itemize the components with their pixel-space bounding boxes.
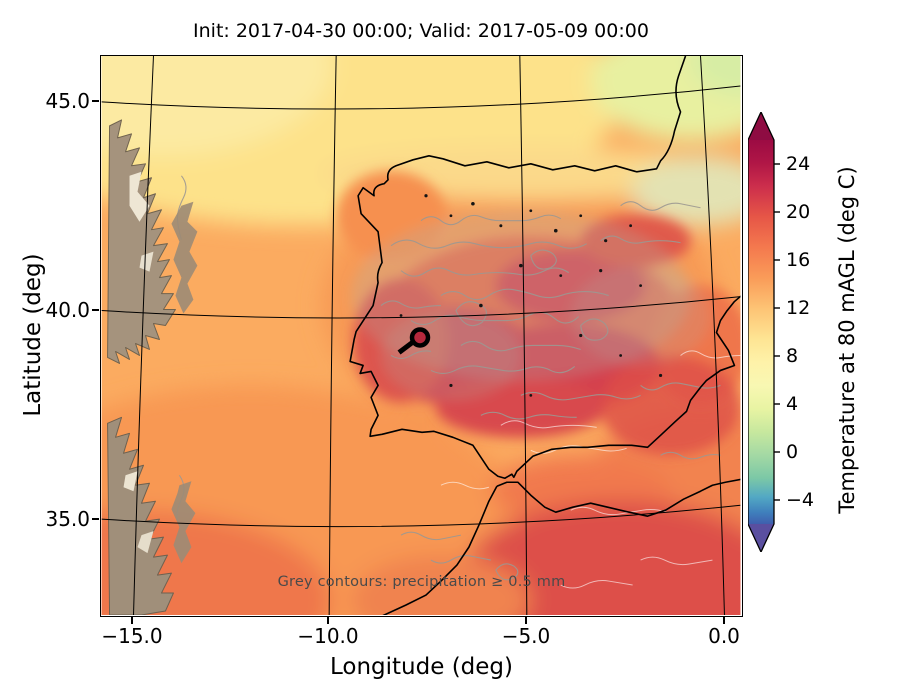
y-tick-label: 45.0 — [45, 89, 90, 113]
coastline — [349, 56, 741, 615]
colorbar-tick-label: 0 — [786, 441, 799, 463]
colorbar-under-arrow — [748, 524, 774, 552]
colorbar-axis-label: Temperature at 80 mAGL (deg C) — [835, 166, 859, 514]
map-specks — [399, 194, 663, 397]
y-axis-label: Latitude (deg) — [20, 253, 46, 417]
atlantic-precip-clusters — [107, 119, 198, 615]
colorbar-gradient — [748, 140, 774, 524]
y-tick-label: 40.0 — [45, 298, 90, 322]
graticule — [101, 56, 741, 615]
colorbar-tick-label: 24 — [786, 153, 811, 175]
y-tickmark — [92, 309, 99, 311]
map-plot: Grey contours: precipitation ≥ 0.5 mm — [100, 55, 743, 617]
x-tickmark — [723, 617, 725, 624]
x-tickmark — [525, 617, 527, 624]
white-contours — [440, 350, 741, 589]
x-axis-label: Longitude (deg) — [329, 654, 513, 680]
colorbar-tick-label: 16 — [786, 249, 811, 271]
y-tick-label: 35.0 — [45, 507, 90, 531]
colorbar-over-arrow — [748, 112, 774, 140]
x-tickmark — [327, 617, 329, 624]
x-tick-label: −10.0 — [297, 624, 359, 648]
colorbar — [747, 110, 782, 554]
temperature-field — [101, 56, 741, 615]
y-tickmark — [92, 100, 99, 102]
map-canvas — [101, 56, 741, 615]
colorbar-tick-label: −4 — [786, 489, 815, 511]
colorbar-tick-label: 20 — [786, 201, 811, 223]
colorbar-tickmarks — [774, 163, 780, 501]
precip-annotation: Grey contours: precipitation ≥ 0.5 mm — [277, 574, 566, 590]
y-tickmark — [92, 518, 99, 520]
x-tick-label: −15.0 — [101, 624, 163, 648]
x-tick-label: −5.0 — [501, 624, 551, 648]
colorbar-tick-label: 12 — [786, 297, 811, 319]
location-marker — [397, 327, 431, 355]
colorbar-tick-label: 8 — [786, 345, 799, 367]
x-tick-label: 0.0 — [708, 624, 740, 648]
x-tickmark — [131, 617, 133, 624]
plot-title: Init: 2017-04-30 00:00; Valid: 2017-05-0… — [193, 20, 649, 42]
colorbar-tick-label: 4 — [786, 393, 799, 415]
